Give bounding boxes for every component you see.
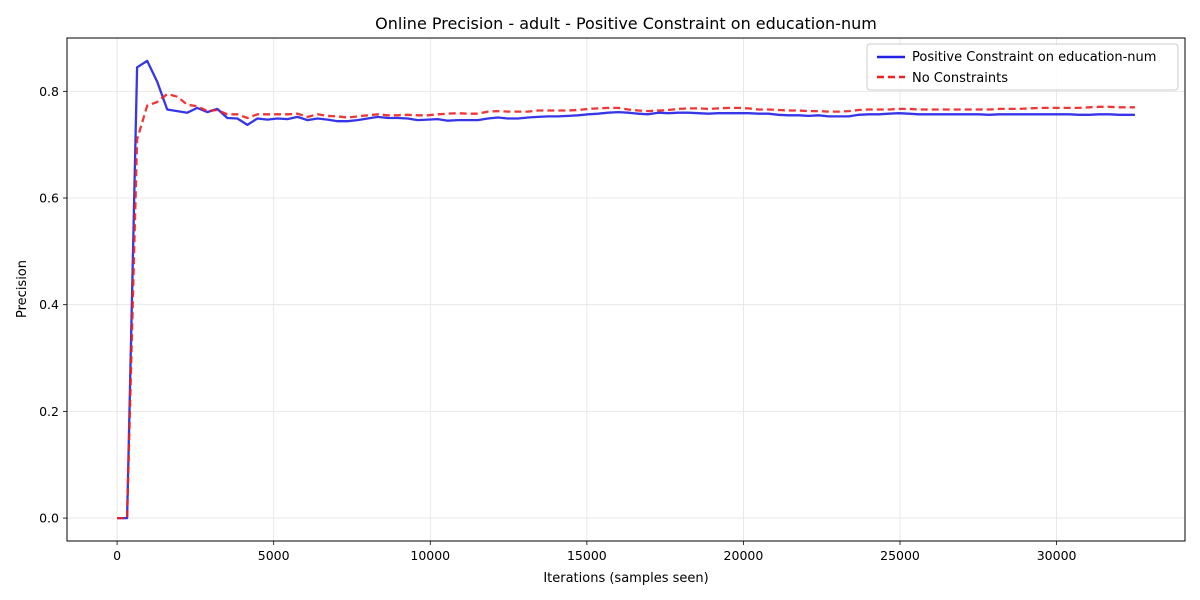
x-tick-label: 5000 bbox=[258, 548, 290, 563]
x-tick-label: 20000 bbox=[724, 548, 764, 563]
y-tick-label: 0.8 bbox=[39, 84, 59, 99]
series-line-positive-constraint bbox=[117, 59, 1135, 520]
y-tick-label: 0.0 bbox=[39, 511, 59, 526]
plot-frame bbox=[66, 37, 1186, 542]
legend-label-no-constraints: No Constraints bbox=[912, 71, 1008, 86]
x-tick-label: 15000 bbox=[567, 548, 607, 563]
y-tick-label: 0.6 bbox=[39, 191, 59, 206]
y-axis-label: Precision bbox=[15, 260, 30, 318]
legend-box bbox=[866, 43, 1179, 91]
y-tick-label: 0.4 bbox=[39, 297, 59, 312]
series-line-no-constraints bbox=[117, 92, 1135, 520]
x-tick-label: 10000 bbox=[410, 548, 450, 563]
x-axis-label: Iterations (samples seen) bbox=[543, 571, 708, 586]
grid-lines bbox=[67, 38, 1185, 541]
legend-label-positive-constraint: Positive Constraint on education-num bbox=[912, 50, 1156, 65]
x-tick-label: 25000 bbox=[880, 548, 920, 563]
y-tick-label: 0.2 bbox=[39, 404, 59, 419]
x-tick-label: 30000 bbox=[1037, 548, 1077, 563]
series-lines bbox=[117, 59, 1135, 520]
chart-title: Online Precision - adult - Positive Cons… bbox=[375, 14, 877, 33]
legend: Positive Constraint on education-num No … bbox=[866, 43, 1179, 91]
x-tick-label: 0 bbox=[113, 548, 121, 563]
axis-ticks: 0 5000 10000 15000 20000 25000 30000 0.0 0.2 0.4 0… bbox=[39, 84, 1076, 563]
